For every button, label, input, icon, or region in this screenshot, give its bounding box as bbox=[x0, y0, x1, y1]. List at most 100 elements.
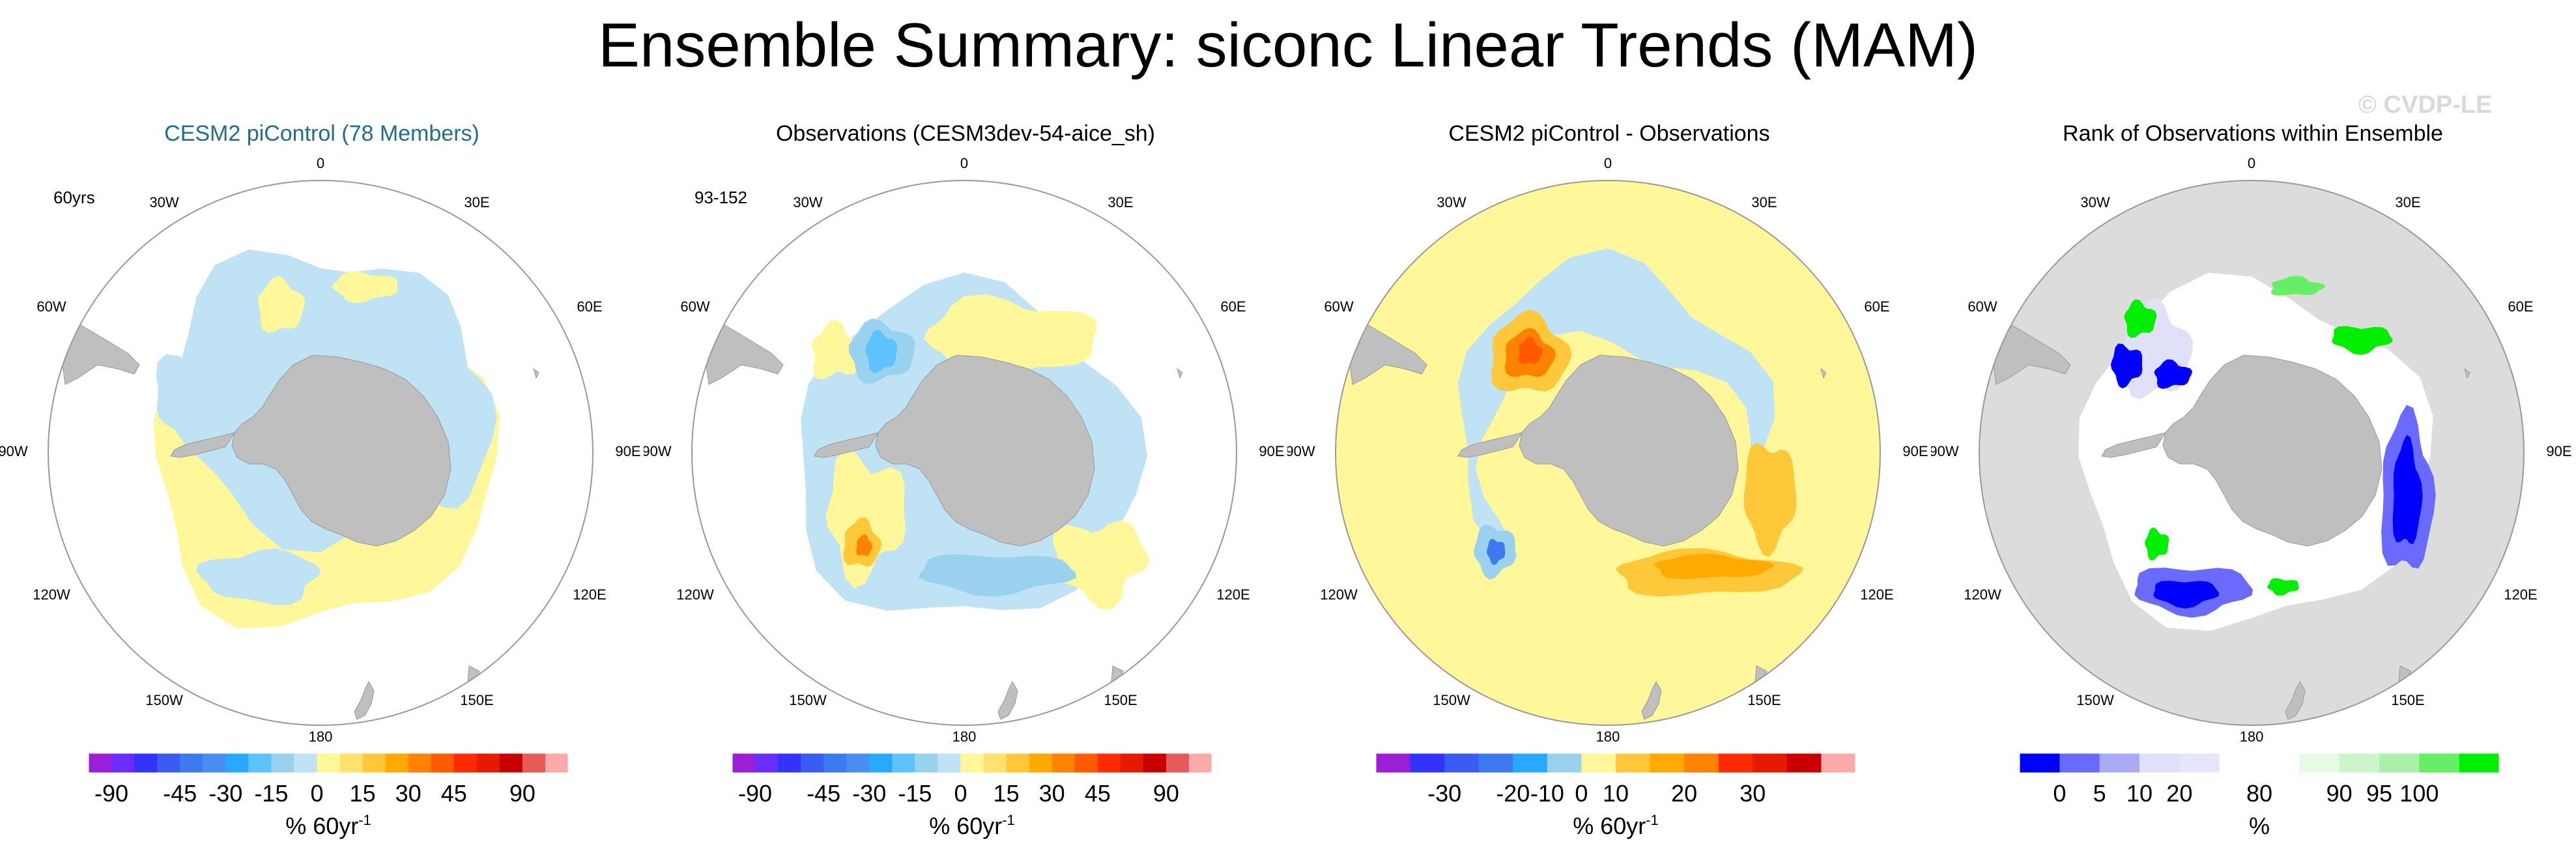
sea-ice-trend-strong-negative bbox=[865, 329, 898, 373]
lon-label: 180 bbox=[2240, 728, 2264, 745]
lon-label: 150W bbox=[145, 692, 183, 708]
colorbar-tick-label: 90 bbox=[1153, 780, 1179, 807]
sea-ice-trend-negative bbox=[156, 351, 239, 455]
lon-label: 120E bbox=[2504, 586, 2537, 603]
colorbar-label-text: % 60yr bbox=[1573, 813, 1646, 839]
colorbar-swatch bbox=[732, 753, 756, 773]
anomaly-positive bbox=[1653, 553, 1775, 579]
colorbar-swatch bbox=[2020, 753, 2060, 773]
colorbar-swatch bbox=[1821, 753, 1856, 773]
sea-ice-trend-positive bbox=[1052, 520, 1150, 609]
colorbar-tick-label: 45 bbox=[1085, 780, 1111, 807]
lon-label: 30W bbox=[2080, 194, 2110, 210]
map-boundary bbox=[1979, 180, 2525, 726]
colorbar-label-superscript: -1 bbox=[1646, 812, 1659, 828]
lon-label: 150W bbox=[789, 692, 827, 708]
panel-title: Observations (CESM3dev-54-aice_sh) bbox=[775, 121, 1156, 146]
south-america bbox=[706, 319, 784, 385]
polar-map-svg: 0 30E 60E 90E 120E 150E 180 150W 120W 90W 60W 30W -9… bbox=[644, 155, 1285, 839]
lon-label: 90E bbox=[2546, 443, 2571, 459]
colorbar-swatch bbox=[2140, 753, 2180, 773]
colorbar-swatch bbox=[1029, 753, 1053, 773]
island bbox=[1177, 368, 1183, 379]
colorbar-swatch bbox=[431, 753, 455, 773]
lon-label: 0 bbox=[2248, 155, 2255, 171]
colorbar-label-superscript: -1 bbox=[1002, 812, 1015, 828]
colorbar-tick-label: 30 bbox=[1039, 780, 1065, 807]
antarctic-peninsula bbox=[1457, 432, 1523, 458]
colorbar-swatch bbox=[2299, 753, 2340, 773]
south-america bbox=[62, 319, 140, 385]
lon-label: 60E bbox=[577, 298, 602, 315]
rank-very-high bbox=[2267, 578, 2299, 596]
lon-label: 90E bbox=[1902, 443, 1928, 459]
colorbar-swatch bbox=[225, 753, 249, 773]
rank-very-high bbox=[2124, 299, 2157, 338]
colorbar-label-superscript: -1 bbox=[358, 812, 371, 828]
antarctica bbox=[231, 354, 451, 547]
colorbar-swatch bbox=[892, 753, 915, 773]
colorbar-swatch bbox=[778, 753, 801, 773]
lon-label: 60E bbox=[2508, 298, 2533, 315]
lon-label: 150W bbox=[2076, 692, 2114, 708]
new-zealand bbox=[354, 680, 375, 720]
lon-label: 60W bbox=[1968, 298, 1997, 315]
colorbar-swatch bbox=[1513, 753, 1548, 773]
colorbar-tick-label: -15 bbox=[898, 780, 932, 807]
lon-label: 60E bbox=[1864, 298, 1889, 315]
colorbar-swatch bbox=[937, 753, 961, 773]
colorbar-tick-label: 10 bbox=[1603, 780, 1629, 807]
colorbar-swatch bbox=[248, 753, 272, 773]
panel-title: CESM2 piControl - Observations bbox=[1448, 121, 1770, 146]
lon-label: 60W bbox=[680, 298, 709, 315]
colorbar-tick-label: 0 bbox=[954, 780, 967, 807]
colorbar-swatch bbox=[1376, 753, 1411, 773]
panel-title: Rank of Observations within Ensemble bbox=[2063, 121, 2443, 146]
sea-ice-trend-negative bbox=[919, 554, 1077, 597]
antarctica bbox=[1519, 354, 1739, 547]
colorbar-swatch bbox=[294, 753, 317, 773]
lon-label: 0 bbox=[317, 155, 324, 171]
field-group bbox=[706, 272, 1183, 720]
anomaly-strong-negative bbox=[1487, 539, 1506, 565]
sea-ice-trend-strong-positive bbox=[856, 534, 873, 556]
colorbar-tick-label: -30 bbox=[208, 780, 242, 807]
colorbar-swatch bbox=[823, 753, 847, 773]
lon-label: 30E bbox=[1108, 194, 1133, 210]
colorbar-swatch bbox=[2099, 753, 2140, 773]
colorbar-tick-label: 90 bbox=[2326, 780, 2353, 807]
lon-label: 60W bbox=[1324, 298, 1353, 315]
lon-label: 180 bbox=[952, 728, 977, 745]
colorbar-label: % bbox=[2249, 813, 2270, 839]
colorbar-swatch bbox=[134, 753, 158, 773]
field-group bbox=[1993, 272, 2470, 720]
colorbar-swatch bbox=[2219, 753, 2260, 773]
watermark: © CVDP-LE bbox=[2358, 91, 2493, 119]
lon-label: 30W bbox=[1437, 194, 1466, 210]
panel-title: CESM2 piControl (78 Members) bbox=[164, 121, 479, 146]
colorbar-swatch bbox=[157, 753, 180, 773]
panel-ensemble-mean: CESM2 piControl (78 Members) 60yrs 0 30E 6… bbox=[0, 0, 644, 851]
run-label: 60yrs bbox=[53, 188, 95, 207]
colorbar-swatch bbox=[522, 753, 546, 773]
colorbar-swatch bbox=[1684, 753, 1719, 773]
colorbar-tick-label: 100 bbox=[2399, 780, 2439, 807]
colorbar-frame bbox=[1375, 753, 1856, 773]
map-boundary bbox=[1335, 180, 1881, 726]
colorbar-label-text: % 60yr bbox=[929, 813, 1002, 839]
antarctic-peninsula bbox=[2101, 432, 2167, 458]
lon-label: 0 bbox=[1604, 155, 1612, 171]
colorbar-tick-label: 80 bbox=[2246, 780, 2272, 807]
anomaly-positive bbox=[1743, 442, 1797, 557]
colorbar-frame bbox=[88, 753, 569, 773]
antarctica bbox=[875, 354, 1095, 547]
antarctica bbox=[2162, 354, 2383, 547]
colorbar-swatch bbox=[271, 753, 294, 773]
colorbar-tick-label: 95 bbox=[2366, 780, 2392, 807]
colorbar-swatch bbox=[499, 753, 523, 773]
south-america bbox=[1993, 319, 2071, 385]
colorbar-tick-label: 90 bbox=[509, 780, 536, 807]
colorbar-swatch bbox=[89, 753, 112, 773]
colorbar-swatch bbox=[111, 753, 135, 773]
